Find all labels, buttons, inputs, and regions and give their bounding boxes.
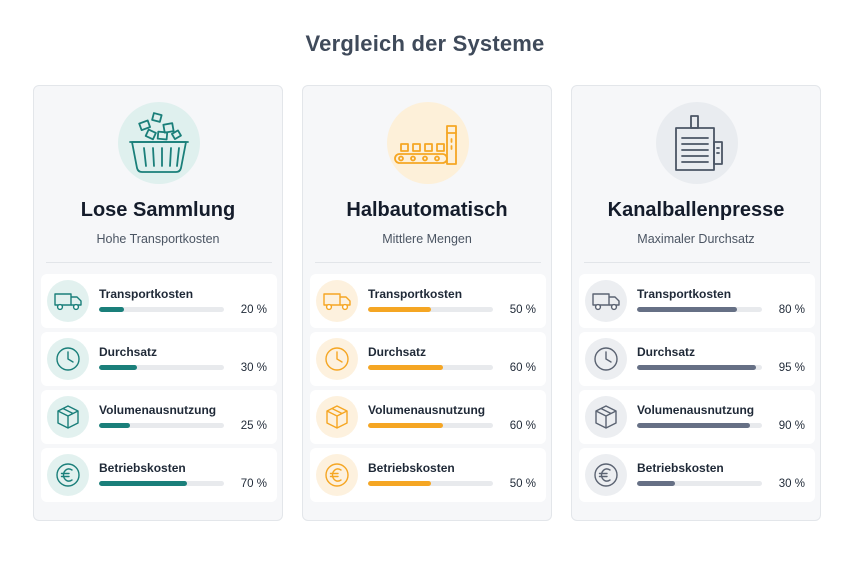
euro-icon xyxy=(585,454,627,496)
metric-value: 50 % xyxy=(509,478,536,490)
metric-value: 30 % xyxy=(778,478,805,490)
progress-track xyxy=(99,481,224,486)
metric-value: 70 % xyxy=(240,478,267,490)
progress-track xyxy=(99,307,224,312)
progress-fill xyxy=(368,481,431,486)
clock-icon xyxy=(585,338,627,380)
metric-betriebskosten: Betriebskosten 50 % xyxy=(310,448,546,502)
progress-track xyxy=(368,481,493,486)
metric-betriebskosten: Betriebskosten 30 % xyxy=(579,448,815,502)
progress-fill xyxy=(368,307,431,312)
progress-fill xyxy=(637,423,750,428)
metric-durchsatz: Durchsatz 30 % xyxy=(41,332,277,386)
metric-volumenausnutzung: Volumenausnutzung 60 % xyxy=(310,390,546,444)
metric-list: Transportkosten 50 % Durchsatz 60 % Volu… xyxy=(310,274,546,506)
metric-transportkosten: Transportkosten 80 % xyxy=(579,274,815,328)
card-halbautomatisch: Halbautomatisch Mittlere Mengen Transpor… xyxy=(302,85,552,521)
metric-label: Betriebskosten xyxy=(368,461,455,475)
card-subtitle: Hohe Transportkosten xyxy=(96,232,220,246)
box-icon xyxy=(585,396,627,438)
metric-volumenausnutzung: Volumenausnutzung 90 % xyxy=(579,390,815,444)
progress-track xyxy=(637,481,762,486)
progress-fill xyxy=(99,307,124,312)
progress-track xyxy=(368,423,493,428)
conveyor-icon xyxy=(387,102,469,184)
progress-track xyxy=(637,365,762,370)
card-subtitle: Mittlere Mengen xyxy=(382,232,472,246)
metric-durchsatz: Durchsatz 95 % xyxy=(579,332,815,386)
baler-press-icon xyxy=(656,102,738,184)
metric-label: Durchsatz xyxy=(368,345,427,359)
divider xyxy=(315,262,541,263)
metric-volumenausnutzung: Volumenausnutzung 25 % xyxy=(41,390,277,444)
card-title: Halbautomatisch xyxy=(346,199,508,221)
metric-label: Betriebskosten xyxy=(99,461,186,475)
progress-track xyxy=(368,365,493,370)
progress-fill xyxy=(99,423,131,428)
metric-label: Volumenausnutzung xyxy=(99,403,217,417)
progress-fill xyxy=(637,481,675,486)
progress-fill xyxy=(368,365,443,370)
metric-durchsatz: Durchsatz 60 % xyxy=(310,332,546,386)
metric-value: 30 % xyxy=(240,362,267,374)
metric-betriebskosten: Betriebskosten 70 % xyxy=(41,448,277,502)
metric-transportkosten: Transportkosten 20 % xyxy=(41,274,277,328)
metric-transportkosten: Transportkosten 50 % xyxy=(310,274,546,328)
box-icon xyxy=(316,396,358,438)
progress-track xyxy=(99,365,224,370)
divider xyxy=(584,262,810,263)
metric-label: Durchsatz xyxy=(637,345,696,359)
clock-icon xyxy=(47,338,89,380)
metric-value: 95 % xyxy=(778,362,805,374)
metric-value: 60 % xyxy=(509,420,536,432)
metric-value: 50 % xyxy=(509,304,536,316)
metric-value: 25 % xyxy=(240,420,267,432)
progress-fill xyxy=(99,365,137,370)
euro-icon xyxy=(316,454,358,496)
metric-label: Volumenausnutzung xyxy=(368,403,486,417)
progress-track xyxy=(99,423,224,428)
progress-track xyxy=(368,307,493,312)
page-title: Vergleich der Systeme xyxy=(305,31,545,56)
euro-icon xyxy=(47,454,89,496)
card-lose-sammlung: Lose Sammlung Hohe Transportkosten Trans… xyxy=(33,85,283,521)
metric-list: Transportkosten 20 % Durchsatz 30 % Volu… xyxy=(41,274,277,506)
progress-track xyxy=(637,307,762,312)
divider xyxy=(46,262,272,263)
metric-label: Durchsatz xyxy=(99,345,158,359)
metric-label: Volumenausnutzung xyxy=(637,403,755,417)
metric-label: Transportkosten xyxy=(368,287,463,301)
card-subtitle: Maximaler Durchsatz xyxy=(637,232,755,246)
progress-fill xyxy=(637,307,737,312)
truck-icon xyxy=(585,280,627,322)
card-kanalballenpresse: Kanalballenpresse Maximaler Durchsatz Tr… xyxy=(571,85,821,521)
box-icon xyxy=(47,396,89,438)
metric-label: Betriebskosten xyxy=(637,461,724,475)
metric-value: 80 % xyxy=(778,304,805,316)
card-title: Kanalballenpresse xyxy=(607,199,785,221)
metric-value: 90 % xyxy=(778,420,805,432)
clock-icon xyxy=(316,338,358,380)
progress-fill xyxy=(99,481,187,486)
progress-fill xyxy=(368,423,443,428)
progress-track xyxy=(637,423,762,428)
truck-icon xyxy=(316,280,358,322)
metric-label: Transportkosten xyxy=(99,287,194,301)
metric-value: 20 % xyxy=(240,304,267,316)
metric-label: Transportkosten xyxy=(637,287,732,301)
progress-fill xyxy=(637,365,756,370)
card-title: Lose Sammlung xyxy=(80,199,236,221)
truck-icon xyxy=(47,280,89,322)
metric-list: Transportkosten 80 % Durchsatz 95 % Volu… xyxy=(579,274,815,506)
metric-value: 60 % xyxy=(509,362,536,374)
loose-basket-icon xyxy=(118,102,200,184)
